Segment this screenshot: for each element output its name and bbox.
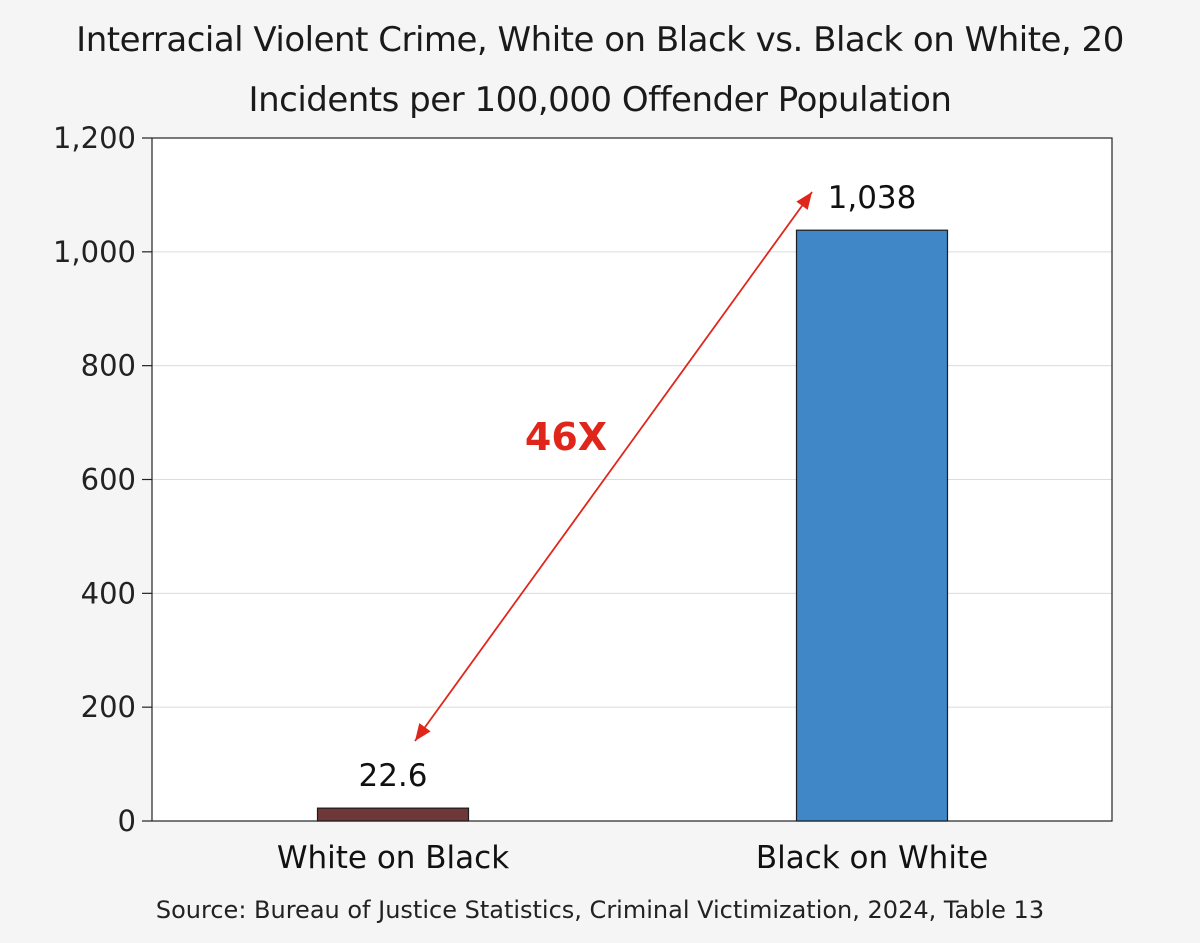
y-tick-label: 800 bbox=[81, 349, 136, 383]
bar-value-label: 22.6 bbox=[358, 758, 427, 794]
bar-value-label: 1,038 bbox=[828, 180, 917, 216]
y-tick-label: 200 bbox=[81, 690, 136, 724]
y-tick-label: 400 bbox=[81, 576, 136, 610]
annotation-arrow-line bbox=[414, 191, 813, 742]
y-tick-label: 1,200 bbox=[53, 121, 136, 155]
chart-subtitle: Incidents per 100,000 Offender Populatio… bbox=[248, 80, 952, 120]
annotation-label: 46X bbox=[525, 415, 607, 459]
x-category-label: White on Black bbox=[277, 840, 509, 876]
chart-source: Source: Bureau of Justice Statistics, Cr… bbox=[155, 896, 1045, 924]
annotation-arrowhead-end bbox=[796, 192, 812, 210]
bar bbox=[316, 807, 470, 822]
x-category-label: Black on White bbox=[756, 840, 988, 876]
y-tick-label: 0 bbox=[118, 804, 136, 838]
bar bbox=[795, 229, 949, 822]
chart-title: Interracial Violent Crime, White on Blac… bbox=[76, 20, 1124, 60]
y-tick-label: 1,000 bbox=[53, 235, 136, 269]
annotation-arrowhead-start bbox=[415, 723, 431, 741]
y-tick-label: 600 bbox=[81, 463, 136, 497]
